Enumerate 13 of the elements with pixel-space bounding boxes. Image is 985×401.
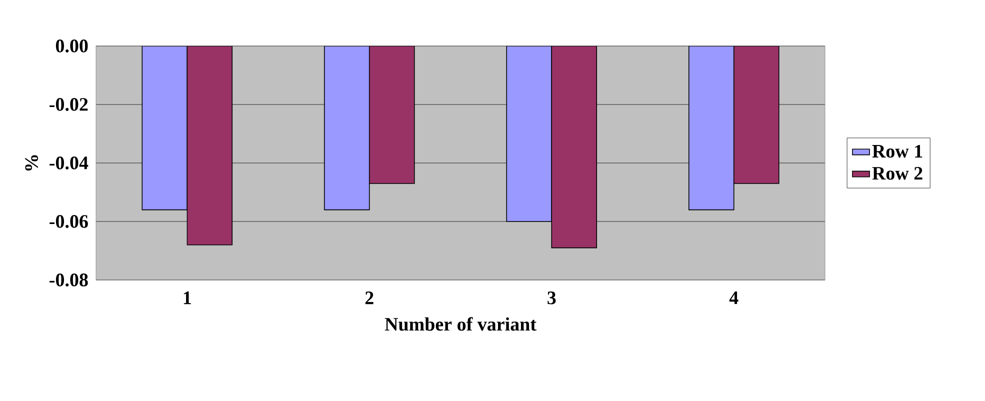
y-tick-label: -0.08 <box>50 274 88 286</box>
y-axis-title: % <box>25 155 38 171</box>
x-tick-label: 4 <box>729 292 738 304</box>
legend-label: Row 1 <box>872 144 922 158</box>
x-axis-title: Number of variant <box>384 317 536 331</box>
y-tick-label: -0.04 <box>50 156 88 170</box>
legend-label: Row 2 <box>872 166 922 180</box>
y-tick-label: -0.02 <box>50 98 88 111</box>
y-tick-label: -0.06 <box>50 215 88 228</box>
x-tick-label: 2 <box>365 292 374 304</box>
y-tick-label: 0.00 <box>56 40 88 52</box>
x-tick-label: 1 <box>184 292 191 304</box>
x-tick-label: 3 <box>548 292 556 304</box>
